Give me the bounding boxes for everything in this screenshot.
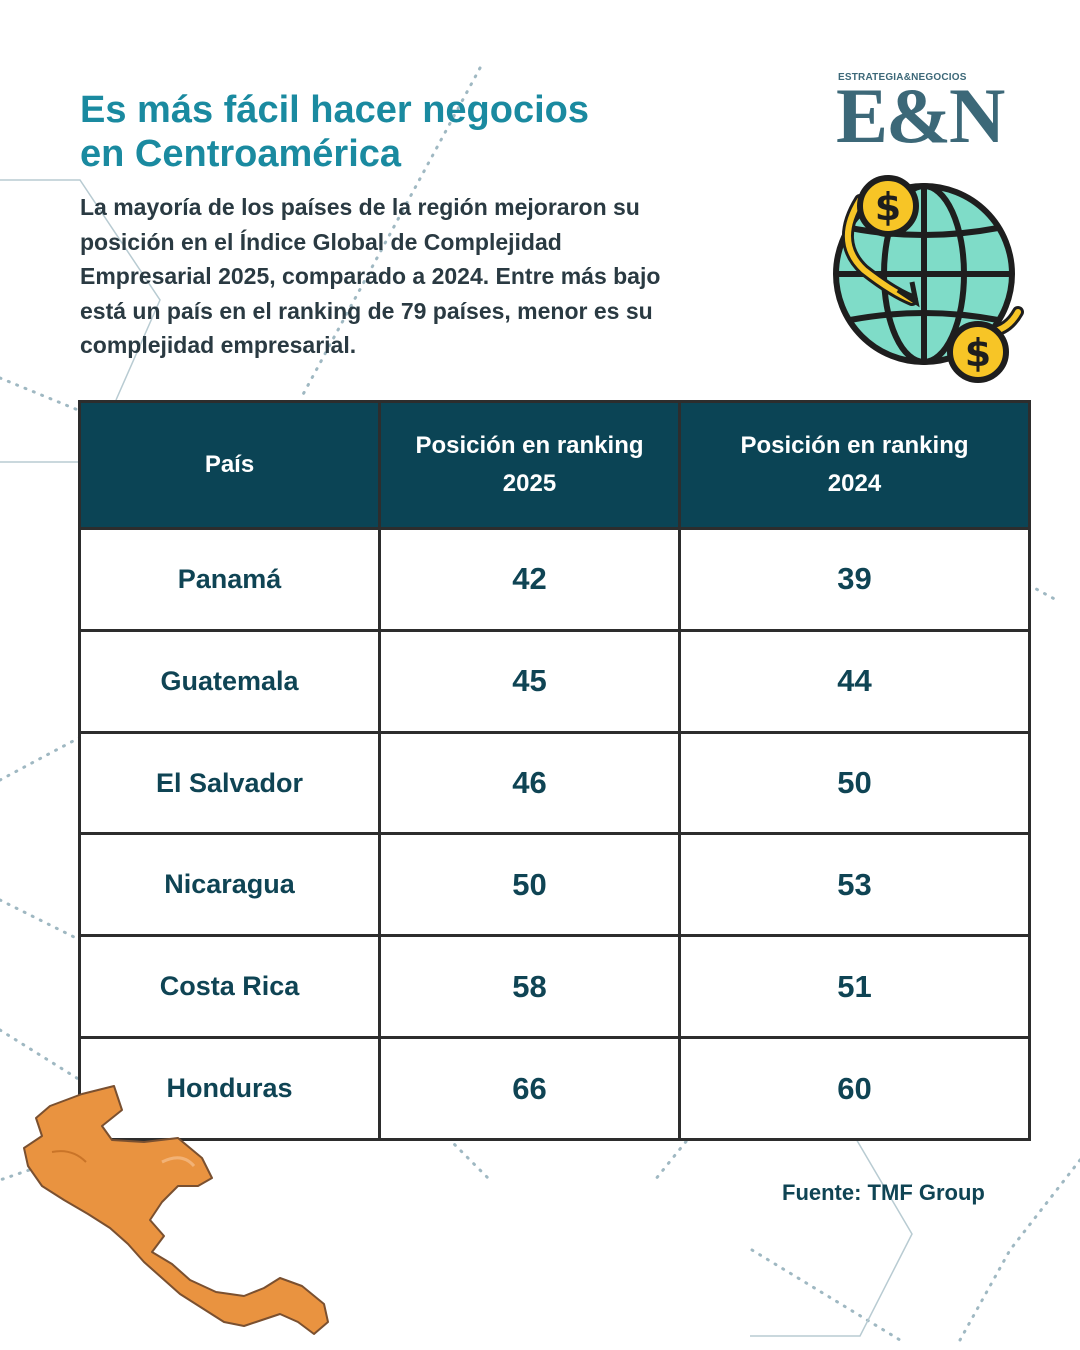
rank-2024-cell: 53: [678, 832, 1031, 938]
rank-2024-cell: 60: [678, 1036, 1031, 1141]
table-row: Costa Rica 58 51: [78, 934, 1031, 1040]
header-rank-2025: Posición en ranking 2025: [378, 400, 681, 530]
table-row: Nicaragua 50 53: [78, 832, 1031, 938]
country-cell: Honduras: [78, 1036, 381, 1141]
subtitle-line: complejidad empresarial.: [80, 332, 357, 358]
table-row: El Salvador 46 50: [78, 730, 1031, 836]
rank-2024-cell: 50: [678, 730, 1031, 836]
title-line-2: en Centroamérica: [80, 133, 402, 175]
title-line-1: Es más fácil hacer negocios: [80, 89, 590, 131]
table-row: Panamá 42 39: [78, 527, 1031, 632]
svg-text:$: $: [965, 331, 991, 375]
dollar-coin-icon: $: [857, 175, 919, 237]
subtitle-line: posición en el Índice Global de Compleji…: [80, 228, 562, 255]
header-rank-2024-line1: Posición en ranking: [740, 432, 969, 459]
rank-2024-cell: 39: [678, 527, 1031, 632]
rank-2025-cell: 66: [378, 1036, 681, 1141]
country-cell: Costa Rica: [78, 934, 381, 1040]
source-note: Fuente: TMF Group: [782, 1180, 985, 1205]
subtitle-line: La mayoría de los países de la región me…: [80, 194, 640, 220]
table-row: Honduras 66 60: [78, 1036, 1031, 1141]
svg-text:$: $: [875, 185, 901, 229]
header-rank-2025-line1: Posición en ranking: [415, 432, 644, 459]
header-rank-2025-year: 2025: [502, 470, 557, 497]
rank-2024-cell: 44: [678, 628, 1031, 734]
rank-2025-cell: 50: [378, 832, 681, 938]
subtitle-line: Empresarial 2025, comparado a 2024. Entr…: [80, 263, 661, 289]
page-title: Es más fácil hacer negocios en Centroamé…: [80, 88, 720, 176]
header-rank-2024-year: 2024: [827, 470, 882, 497]
country-cell: Guatemala: [78, 628, 381, 734]
rank-2025-cell: 46: [378, 730, 681, 836]
logo-wordmark: E&N: [836, 72, 1005, 159]
subtitle-line: está un país en el ranking de 79 países,…: [80, 297, 653, 324]
dollar-coin-icon: $: [947, 321, 1009, 383]
rank-2025-cell: 45: [378, 628, 681, 734]
ranking-table: País Posición en ranking 2025 Posición e…: [78, 400, 1031, 1141]
globe-money-icon: $ $: [833, 175, 1024, 383]
header-rank-2024: Posición en ranking 2024: [678, 400, 1031, 530]
logo-tagline: ESTRATEGIA&NEGOCIOS: [838, 72, 967, 83]
country-cell: Nicaragua: [78, 832, 381, 938]
country-cell: Panamá: [78, 527, 381, 632]
rank-2024-cell: 51: [678, 934, 1031, 1040]
central-america-map-icon: [23, 1085, 329, 1335]
header-country: País: [78, 400, 381, 530]
table-row: Guatemala 45 44: [78, 628, 1031, 734]
country-cell: El Salvador: [78, 730, 381, 836]
table-header-row: País Posición en ranking 2025 Posición e…: [78, 400, 1031, 530]
rank-2025-cell: 42: [378, 527, 681, 632]
page-subtitle: La mayoría de los países de la región me…: [80, 190, 740, 363]
rank-2025-cell: 58: [378, 934, 681, 1040]
